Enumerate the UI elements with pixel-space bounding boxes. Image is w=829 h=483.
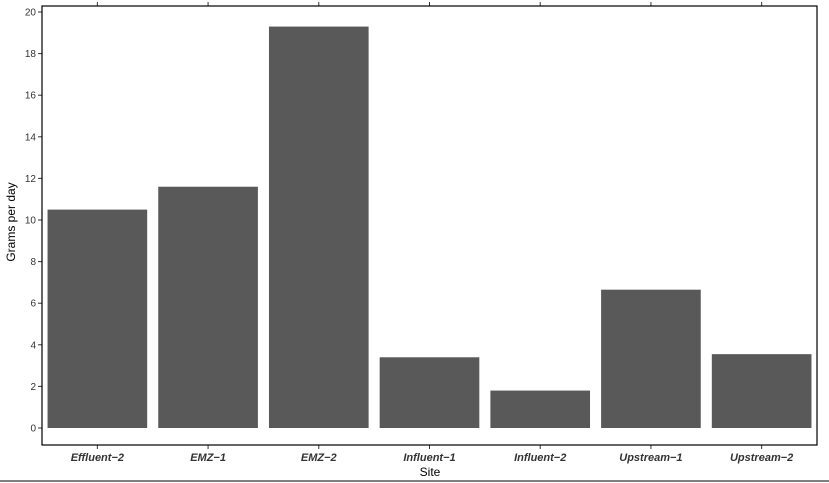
- x-tick-label-1: EMZ−1: [190, 452, 226, 464]
- y-tick-label-0: 0: [30, 424, 36, 435]
- y-tick-label-3: 6: [30, 299, 36, 310]
- y-tick-label-6: 12: [25, 174, 37, 185]
- y-tick-label-5: 10: [25, 216, 37, 227]
- bars: [47, 26, 812, 429]
- y-tick-label-4: 8: [30, 257, 36, 268]
- y-axis-title: Grams per day: [4, 182, 18, 261]
- y-tick-label-1: 2: [30, 382, 36, 393]
- y-tick-label-8: 16: [25, 91, 37, 102]
- bar-0: [47, 209, 148, 428]
- x-axis: Effluent−2 EMZ−1 EMZ−2 Influent−1 Influent−2…: [71, 2, 793, 464]
- y-tick-label-2: 4: [30, 340, 36, 351]
- y-axis: 0 2 4 6 8 10 12 14 16 18 20: [25, 8, 42, 435]
- y-tick-label-10: 20: [25, 8, 37, 19]
- y-tick-label-7: 14: [25, 132, 37, 143]
- bar-4: [490, 390, 591, 428]
- bar-2: [268, 26, 369, 429]
- x-tick-label-3: Influent−1: [403, 452, 455, 464]
- x-tick-label-2: EMZ−2: [301, 452, 337, 464]
- y-tick-label-9: 18: [25, 49, 37, 60]
- x-tick-label-6: Upstream−2: [730, 452, 793, 464]
- bar-3: [379, 357, 480, 428]
- bar-5: [601, 289, 701, 428]
- bar-1: [158, 186, 258, 428]
- x-tick-label-4: Influent−2: [514, 452, 566, 464]
- plot-frame: [41, 5, 818, 446]
- x-tick-label-0: Effluent−2: [71, 452, 124, 464]
- x-tick-label-5: Upstream−1: [619, 452, 682, 464]
- bar-6: [711, 354, 812, 428]
- x-axis-title: Site: [420, 465, 441, 479]
